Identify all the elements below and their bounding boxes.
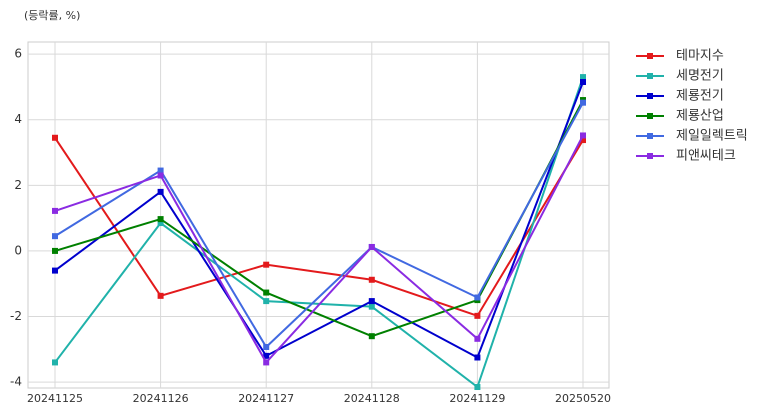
y-tick-label: 6 — [14, 47, 22, 61]
point-marker — [263, 261, 270, 268]
point-marker — [368, 303, 375, 310]
point-marker — [263, 344, 270, 351]
point-marker — [52, 267, 58, 274]
point-marker — [368, 298, 375, 305]
point-marker — [580, 132, 586, 139]
legend-label: 제일일렉트릭 — [676, 129, 748, 144]
y-tick-label: -4 — [10, 375, 22, 389]
y-tick-label: 2 — [14, 178, 22, 192]
x-tick-label: 20241125 — [27, 392, 83, 405]
legend-label: 제룡전기 — [676, 89, 724, 104]
point-marker — [52, 247, 58, 254]
y-tick-label: -2 — [10, 309, 22, 323]
legend-label: 세명전기 — [676, 69, 724, 84]
legend-marker — [647, 113, 653, 119]
point-marker — [52, 134, 58, 141]
x-tick-label: 20250520 — [555, 392, 611, 405]
x-tick-label: 20241129 — [449, 392, 505, 405]
point-marker — [52, 359, 58, 366]
y-tick-label: 4 — [14, 112, 22, 126]
point-marker — [157, 292, 164, 299]
point-marker — [474, 384, 481, 391]
point-marker — [368, 276, 375, 283]
series-line — [54, 81, 584, 359]
point-marker — [474, 354, 481, 361]
y-axis-label: (등락률, %) — [24, 9, 80, 22]
point-marker — [263, 359, 270, 366]
legend-marker — [647, 133, 653, 139]
legend-marker — [647, 53, 653, 59]
legend-marker — [647, 73, 653, 79]
point-marker — [580, 137, 586, 144]
point-marker — [580, 74, 586, 81]
point-marker — [157, 220, 164, 227]
point-marker — [368, 333, 375, 340]
x-tick-label: 20241126 — [133, 392, 189, 405]
legend-label: 제룡산업 — [676, 109, 724, 124]
x-tick-label: 20241127 — [238, 392, 294, 405]
point-marker — [157, 172, 164, 179]
point-marker — [52, 233, 58, 240]
series-line — [54, 135, 584, 365]
legend-label: 피앤씨테크 — [676, 149, 736, 164]
point-marker — [580, 99, 586, 106]
y-tick-label: 0 — [14, 243, 22, 257]
point-marker — [580, 79, 586, 86]
point-marker — [157, 167, 164, 174]
point-marker — [52, 207, 58, 214]
series-line — [54, 137, 584, 318]
point-marker — [157, 188, 164, 195]
series-line — [54, 99, 584, 338]
point-marker — [474, 312, 481, 319]
x-tick-label: 20241128 — [344, 392, 400, 405]
point-marker — [263, 298, 270, 305]
series-line — [54, 76, 584, 389]
point-marker — [157, 216, 164, 223]
legend-label: 테마지수 — [676, 49, 724, 64]
point-marker — [474, 294, 481, 301]
legend-marker — [647, 153, 653, 159]
point-marker — [368, 243, 375, 250]
point-marker — [263, 352, 270, 359]
legend-marker — [647, 93, 653, 99]
point-marker — [263, 289, 270, 296]
point-marker — [474, 335, 481, 342]
plot-frame — [27, 41, 610, 389]
